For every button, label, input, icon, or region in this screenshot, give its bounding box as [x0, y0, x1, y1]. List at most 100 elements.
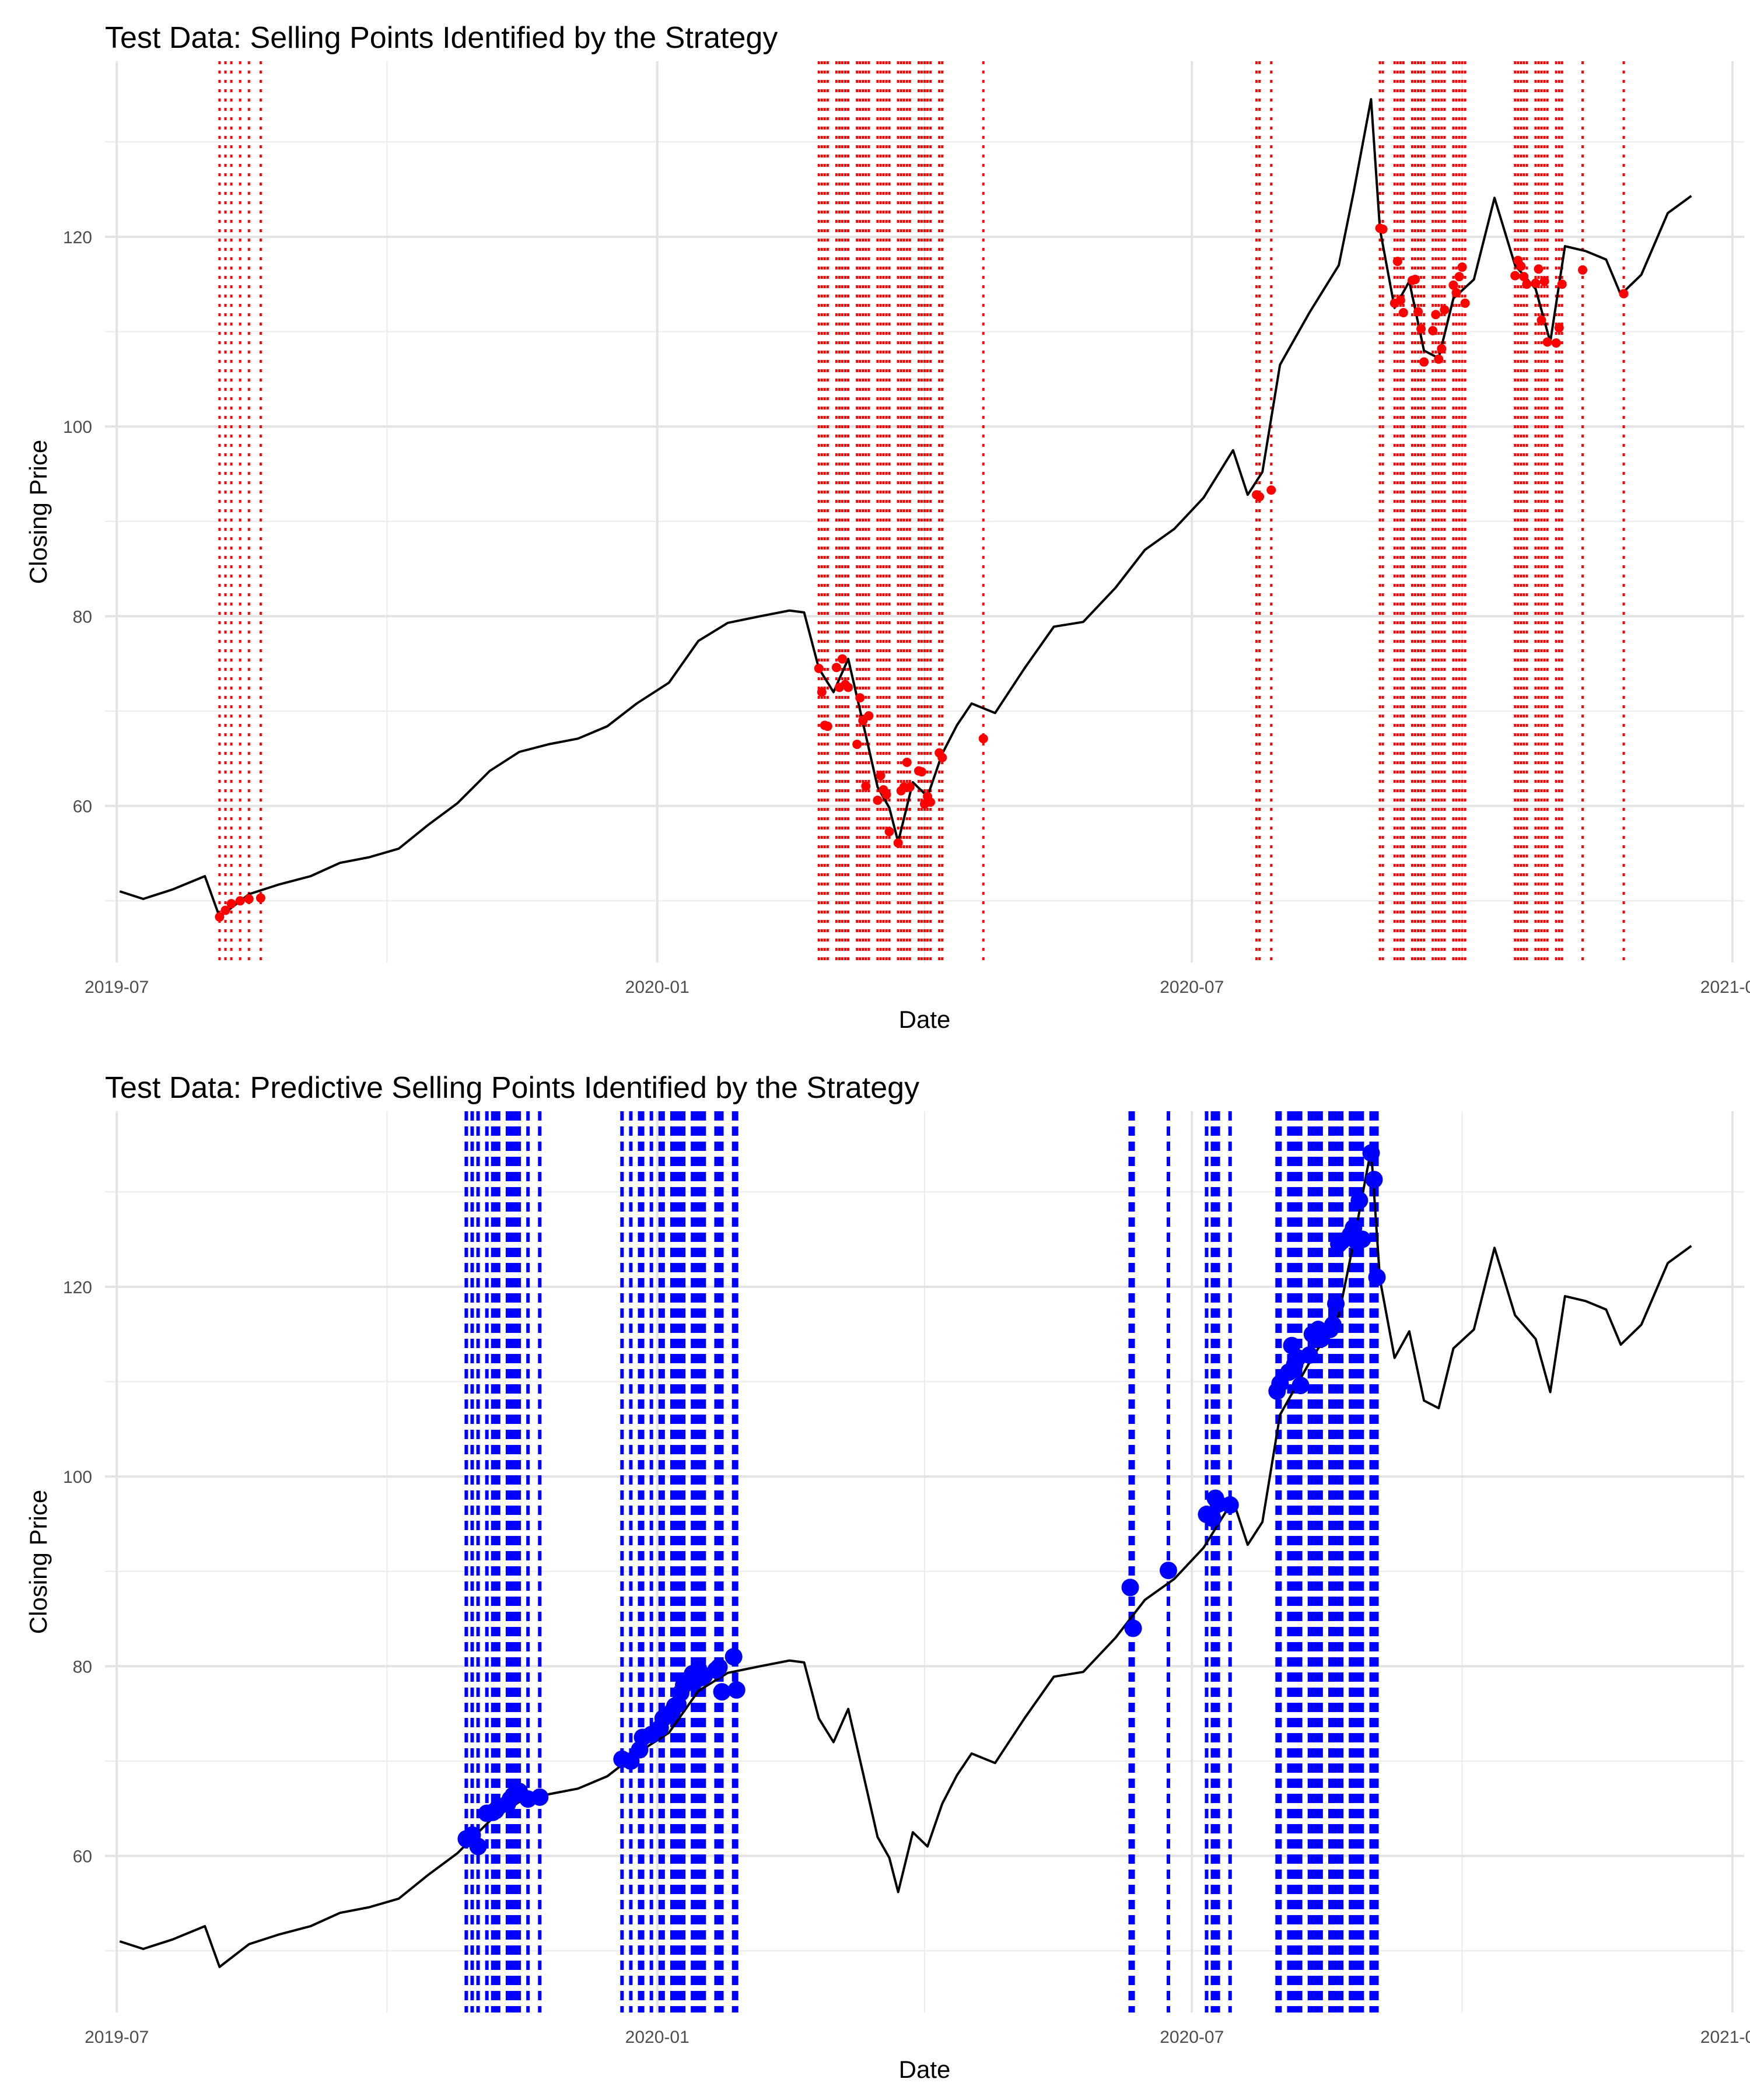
y-axis-title: Closing Price [24, 1490, 52, 1634]
marker-point [1437, 344, 1447, 354]
marker-point [1255, 492, 1265, 502]
marker-point [1434, 354, 1444, 364]
marker-point [1416, 324, 1426, 334]
marker-point [1378, 224, 1388, 234]
marker-point [1440, 305, 1450, 315]
marker-point [235, 896, 245, 906]
marker-point [220, 905, 230, 915]
marker-point [1413, 307, 1423, 317]
marker-point [1159, 1562, 1177, 1580]
marker-point [1324, 1315, 1342, 1334]
marker-point [1557, 279, 1567, 289]
marker-point [713, 1683, 731, 1701]
marker-point [873, 795, 883, 805]
marker-point [1365, 1171, 1383, 1189]
x-tick-label: 2020-07 [1160, 2028, 1224, 2047]
marker-point [822, 722, 832, 732]
marker-point [1419, 357, 1429, 367]
marker-point [1431, 310, 1441, 320]
marker-point [1428, 326, 1438, 335]
marker-point [1395, 295, 1405, 305]
marker-point [1368, 1268, 1386, 1286]
marker-point [855, 693, 865, 703]
y-tick-label: 100 [63, 1468, 92, 1487]
tick-labels: 60 80 100 120 2019-07 2020-01 2020-07 2021-01 [63, 1278, 1750, 2047]
tick-labels: 60 80 100 120 2019-07 2020-01 2020-07 2021-01 [63, 228, 1750, 997]
marker-point [256, 893, 265, 903]
marker-point [727, 1681, 746, 1699]
marker-point [817, 687, 827, 697]
chart-2: Test Data: Predictive Selling Points Ide… [24, 1071, 1750, 2083]
marker-point [881, 790, 891, 800]
marker-point [1350, 1191, 1368, 1209]
marker-point [902, 757, 912, 767]
y-tick-label: 60 [73, 1847, 92, 1867]
marker-point [1619, 289, 1629, 299]
marker-point [724, 1648, 743, 1666]
marker-point [1266, 485, 1276, 495]
marker-point [1292, 1377, 1310, 1395]
marker-point [937, 752, 947, 762]
event-lines [464, 1111, 1379, 2013]
marker-point [1531, 278, 1541, 288]
marker-point [1519, 272, 1529, 282]
grid [105, 1111, 1744, 2013]
x-tick-label: 2019-07 [85, 978, 149, 997]
x-tick-label: 2021-01 [1700, 978, 1750, 997]
marker-point [1554, 323, 1564, 332]
markers [457, 1144, 1386, 1856]
y-tick-label: 120 [63, 228, 92, 247]
marker-point [876, 771, 886, 780]
marker-point [1454, 272, 1464, 282]
marker-point [1451, 288, 1461, 298]
y-tick-label: 80 [73, 1657, 92, 1676]
marker-point [905, 782, 915, 792]
marker-point [1392, 257, 1402, 267]
marker-point [1410, 275, 1420, 285]
marker-point [916, 767, 926, 777]
marker-point [1327, 1295, 1345, 1313]
marker-point [1539, 276, 1549, 286]
marker-point [1300, 1346, 1318, 1364]
marker-point [531, 1788, 549, 1806]
y-tick-label: 120 [63, 1278, 92, 1297]
x-tick-label: 2020-01 [625, 978, 690, 997]
chart-1: Test Data: Selling Points Identified by … [24, 21, 1750, 1033]
x-tick-label: 2020-01 [625, 2028, 690, 2047]
marker-point [226, 899, 236, 909]
marker-point [926, 797, 936, 807]
marker-point [1536, 315, 1546, 325]
x-tick-label: 2019-07 [85, 2028, 149, 2047]
marker-point [1516, 261, 1526, 271]
x-tick-label: 2021-01 [1700, 2028, 1750, 2047]
marker-point [710, 1658, 728, 1676]
marker-point [1203, 1509, 1222, 1527]
marker-point [893, 838, 903, 848]
marker-point [852, 739, 862, 749]
x-axis-title: Date [899, 1006, 951, 1033]
y-tick-label: 60 [73, 797, 92, 817]
marker-point [864, 711, 874, 721]
marker-point [215, 912, 225, 922]
chart-title: Test Data: Predictive Selling Points Ide… [105, 1071, 919, 1105]
y-tick-label: 100 [63, 418, 92, 437]
marker-point [1124, 1619, 1142, 1637]
chart-title: Test Data: Selling Points Identified by … [105, 21, 778, 55]
marker-point [884, 827, 894, 836]
event-lines [218, 61, 1625, 963]
y-axis-title: Closing Price [24, 440, 52, 584]
marker-point [1398, 307, 1408, 317]
price-line [119, 1148, 1692, 1968]
marker-point [1578, 265, 1588, 275]
x-axis-title: Date [899, 2056, 951, 2083]
marker-point [1510, 271, 1520, 281]
marker-point [1221, 1496, 1239, 1514]
marker-point [1457, 262, 1467, 272]
marker-point [1448, 280, 1458, 290]
marker-point [1522, 279, 1532, 289]
marker-point [1121, 1578, 1139, 1597]
marker-point [1534, 264, 1544, 274]
marker-point [1542, 337, 1552, 347]
marker-point [469, 1838, 487, 1856]
